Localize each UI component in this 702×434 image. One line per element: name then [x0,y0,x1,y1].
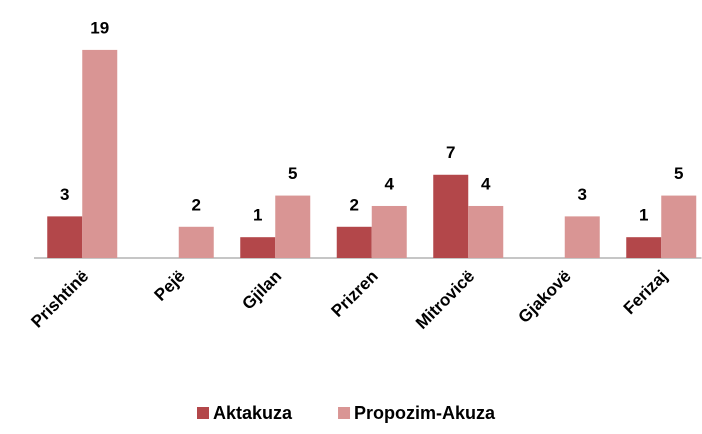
x-tick-label: Pejë [151,267,189,305]
legend-swatch [197,407,209,419]
legend-label: Aktakuza [213,403,293,423]
data-label: 7 [446,143,455,162]
data-label: 3 [60,185,69,204]
data-label: 5 [674,164,683,183]
bar [626,237,662,258]
x-tick-label: Ferizaj [620,267,672,319]
data-label: 2 [350,195,359,214]
bar [371,205,407,258]
x-tick-label: Gjakovë [515,267,575,327]
bar [564,216,600,258]
bar [178,226,214,258]
data-label: 5 [288,164,297,183]
x-tick-label: Prizren [328,267,382,321]
data-label: 1 [639,206,648,225]
bar [468,205,504,258]
x-tick-label: Gjilan [238,267,285,314]
data-label: 1 [253,206,262,225]
legend-label: Propozim-Akuza [354,403,496,423]
data-label: 4 [481,174,491,193]
data-label: 4 [385,174,395,193]
data-label: 2 [192,195,201,214]
data-label: 19 [90,18,109,37]
bar [240,237,276,258]
x-tick-label: Prishtinë [27,267,92,332]
x-tick-label: Mitrovicë [412,267,478,333]
bar [47,216,83,258]
bar [82,49,118,259]
bar [275,195,311,258]
legend-swatch [338,407,351,419]
bar [433,174,469,258]
bar [336,226,372,258]
bar [661,195,697,258]
data-label: 3 [578,185,587,204]
